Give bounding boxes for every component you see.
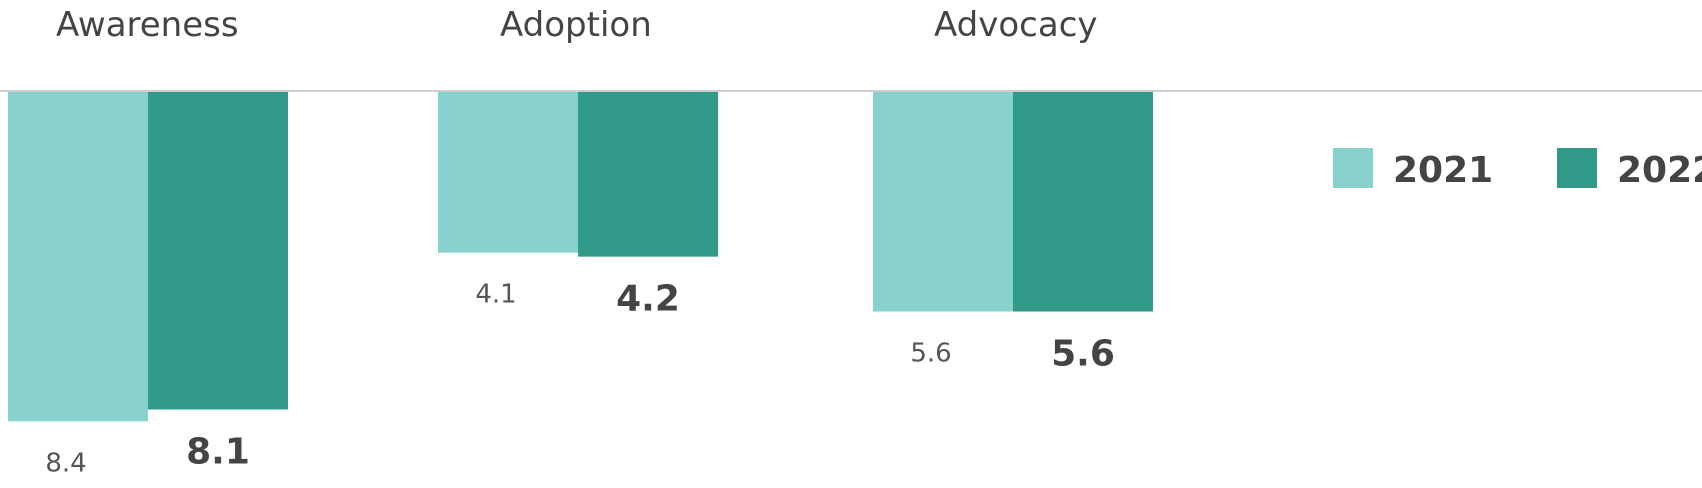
value-label-adoption-2021: 4.1 [475,280,516,310]
bar-adoption-2021 [438,92,578,253]
value-label-advocacy-2021: 5.6 [910,339,951,369]
value-label-advocacy-2022: 5.6 [1051,334,1115,375]
category-label-adoption: Adoption [500,5,652,45]
category-label-awareness: Awareness [56,5,239,45]
legend: 2021 2022 [1333,148,1702,191]
value-label-awareness-2022: 8.1 [186,432,250,473]
bar-awareness-2021 [8,92,148,422]
value-label-adoption-2022: 4.2 [616,279,680,320]
bar-adoption-2022 [578,92,718,257]
legend-swatch-2022 [1557,148,1597,188]
legend-label-2022: 2022 [1617,150,1702,191]
legend-label-2021: 2021 [1393,150,1493,191]
bar-awareness-2022 [148,92,288,410]
value-label-awareness-2021: 8.4 [45,448,86,478]
legend-swatch-2021 [1333,148,1373,188]
category-label-advocacy: Advocacy [934,5,1098,45]
bars-layer [8,92,1153,422]
labels-layer: Awareness 8.4 8.1 Adoption 4.1 4.2 Advocacy 5.6… [45,5,1115,478]
bar-advocacy-2022 [1013,92,1153,312]
bar-advocacy-2021 [873,92,1013,312]
